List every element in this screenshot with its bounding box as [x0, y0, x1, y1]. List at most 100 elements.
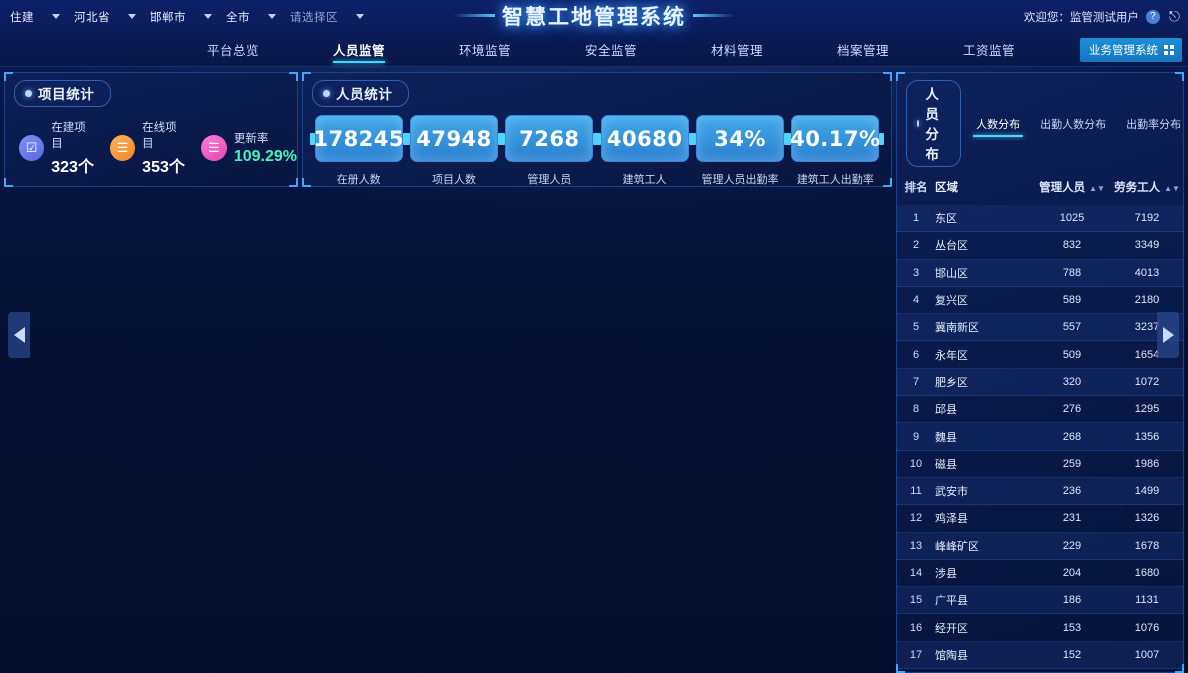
- person-stat-1-value: 47948: [416, 126, 492, 151]
- person-stat-5-box: 40.17%: [786, 115, 885, 162]
- col-area: 区域: [935, 182, 958, 194]
- table-row[interactable]: 1 东区 1025 7192: [897, 205, 1183, 233]
- row-13-rank: 14: [909, 567, 923, 579]
- distribution-tab-2[interactable]: 出勤率分布: [1117, 113, 1188, 137]
- table-row[interactable]: 14 涉县 204 1680: [897, 560, 1183, 588]
- col-manager[interactable]: 管理人员 ▲▼: [1039, 182, 1105, 194]
- row-7-manager: 276: [1062, 403, 1082, 416]
- person-stat-2-box: 7268: [500, 115, 599, 162]
- distribution-tab-0[interactable]: 人数分布: [967, 113, 1029, 137]
- row-1-manager: 832: [1062, 239, 1082, 252]
- person-distribution-title: 人员分布: [906, 80, 962, 167]
- table-row[interactable]: 5 冀南新区 557 3237: [897, 314, 1183, 342]
- row-3-worker: 2180: [1134, 294, 1160, 307]
- person-stat-3-label: 建筑工人: [622, 174, 667, 186]
- table-row[interactable]: 2 丛台区 832 3349: [897, 232, 1183, 260]
- distribution-tab-0-label: 人数分布: [976, 119, 1021, 131]
- chevron-right-icon[interactable]: [1157, 312, 1179, 358]
- row-4-rank: 5: [912, 321, 920, 334]
- table-row[interactable]: 6 永年区 509 1654: [897, 341, 1183, 369]
- select-org[interactable]: 住建: [10, 9, 60, 25]
- chevron-down-icon[interactable]: [128, 14, 136, 19]
- select-scope[interactable]: 全市: [226, 9, 276, 25]
- person-stat-1-label: 项目人数: [432, 174, 476, 186]
- select-district[interactable]: 请选择区: [290, 9, 364, 25]
- business-system-label: 业务管理系统: [1089, 44, 1158, 57]
- row-5-rank: 6: [912, 348, 920, 361]
- select-province[interactable]: 河北省: [74, 9, 136, 25]
- person-stat-5-label: 建筑工人出勤率: [796, 174, 874, 186]
- col-rank: 排名: [904, 182, 928, 194]
- table-row[interactable]: 15 广平县 186 1131: [897, 587, 1183, 615]
- table-row[interactable]: 16 经开区 153 1076: [897, 614, 1183, 642]
- tab-6[interactable]: 工资监管: [926, 33, 1052, 66]
- tab-3-label: 安全监管: [584, 44, 637, 58]
- table-row[interactable]: 10 磁县 259 1986: [897, 451, 1183, 478]
- row-13-manager: 204: [1062, 567, 1082, 579]
- row-16-rank: 17: [909, 648, 923, 661]
- col-worker[interactable]: 劳务工人 ▲▼: [1114, 182, 1180, 194]
- table-row[interactable]: 11 武安市 236 1499: [897, 477, 1183, 506]
- tab-0[interactable]: 平台总览: [170, 33, 296, 66]
- tab-4[interactable]: 材料管理: [674, 33, 800, 66]
- person-distribution-scroll[interactable]: 1 东区 1025 7192 2 丛台区 832 3349 3 邯山区 788 …: [897, 205, 1183, 673]
- row-3-area: 复兴区: [935, 295, 968, 308]
- tab-3[interactable]: 安全监管: [548, 33, 674, 66]
- tab-5[interactable]: 档案管理: [800, 33, 926, 66]
- table-row[interactable]: 18 曲周县 147 1461: [897, 669, 1183, 673]
- person-distribution-tabs: 人数分布 出勤人数分布 出勤率分布: [967, 113, 1188, 137]
- person-stat-4-value: 34%: [714, 126, 766, 151]
- table-row[interactable]: 3 邯山区 788 4013: [897, 259, 1183, 287]
- dashboard-content: 项目统计 ☑ 在建项目 323个 ☰ 在线项目 353个 ☰ 更新率 109.2…: [0, 67, 1188, 673]
- person-stats-title: 人员统计: [312, 80, 410, 107]
- person-stats-list: 178245 在册人数 47948 项目人数 7268 管理人员 40680 建…: [303, 107, 891, 187]
- tab-4-label: 材料管理: [710, 44, 763, 58]
- distribution-tab-1-label: 出勤人数分布: [1040, 119, 1107, 131]
- table-row[interactable]: 12 鸡泽县 231 1326: [897, 505, 1183, 533]
- question-mark-icon[interactable]: ?: [1145, 9, 1160, 24]
- chevron-down-icon[interactable]: [268, 14, 276, 19]
- row-4-worker: 3237: [1134, 321, 1160, 334]
- power-icon[interactable]: ⎋: [1168, 8, 1180, 24]
- row-3-manager: 589: [1062, 294, 1082, 307]
- row-2-worker: 4013: [1134, 266, 1160, 279]
- tab-1[interactable]: 人员监管: [296, 33, 422, 66]
- row-8-rank: 9: [912, 430, 920, 443]
- row-14-manager: 186: [1062, 594, 1082, 607]
- chevron-down-icon[interactable]: [356, 14, 364, 19]
- person-stat-2-label: 管理人员: [527, 174, 572, 186]
- project-stat-2: ☰ 更新率 109.29%: [200, 130, 298, 166]
- person-stat-2-value: 7268: [519, 126, 580, 151]
- row-10-area: 武安市: [935, 486, 968, 499]
- row-12-rank: 13: [909, 539, 923, 552]
- row-6-area: 肥乡区: [935, 376, 968, 389]
- project-stats-title-text: 项目统计: [38, 87, 95, 102]
- row-8-worker: 1356: [1134, 430, 1160, 443]
- row-11-rank: 12: [909, 512, 923, 525]
- table-row[interactable]: 8 邱县 276 1295: [897, 396, 1183, 424]
- person-stat-0-box: 178245: [309, 115, 408, 162]
- project-stats-list: ☑ 在建项目 323个 ☰ 在线项目 353个 ☰ 更新率 109.29%: [5, 107, 297, 177]
- distribution-tab-1[interactable]: 出勤人数分布: [1031, 113, 1115, 137]
- sort-icon[interactable]: ▲▼: [1089, 184, 1105, 193]
- table-row[interactable]: 4 复兴区 589 2180: [897, 287, 1183, 315]
- row-10-rank: 11: [910, 485, 922, 498]
- project-stat-2-value: 109.29%: [233, 148, 298, 165]
- table-row[interactable]: 9 魏县 268 1356: [897, 423, 1183, 451]
- table-row[interactable]: 7 肥乡区 320 1072: [897, 368, 1183, 397]
- row-4-area: 冀南新区: [935, 322, 979, 335]
- bullet-icon: [323, 89, 331, 97]
- select-city[interactable]: 邯郸市: [150, 9, 212, 25]
- chevron-down-icon[interactable]: [204, 14, 212, 19]
- row-15-area: 经开区: [935, 622, 968, 635]
- chevron-left-icon[interactable]: [8, 312, 30, 358]
- project-stat-1-value: 353个: [142, 159, 185, 176]
- sort-icon[interactable]: ▲▼: [1164, 184, 1180, 193]
- row-7-rank: 8: [912, 403, 920, 416]
- row-16-worker: 1007: [1134, 648, 1160, 661]
- chevron-down-icon[interactable]: [52, 14, 60, 19]
- table-row[interactable]: 13 峰峰矿区 229 1678: [897, 532, 1183, 560]
- business-system-button[interactable]: 业务管理系统: [1080, 37, 1182, 62]
- tab-2[interactable]: 环境监管: [422, 33, 548, 66]
- table-row[interactable]: 17 馆陶县 152 1007: [897, 641, 1183, 670]
